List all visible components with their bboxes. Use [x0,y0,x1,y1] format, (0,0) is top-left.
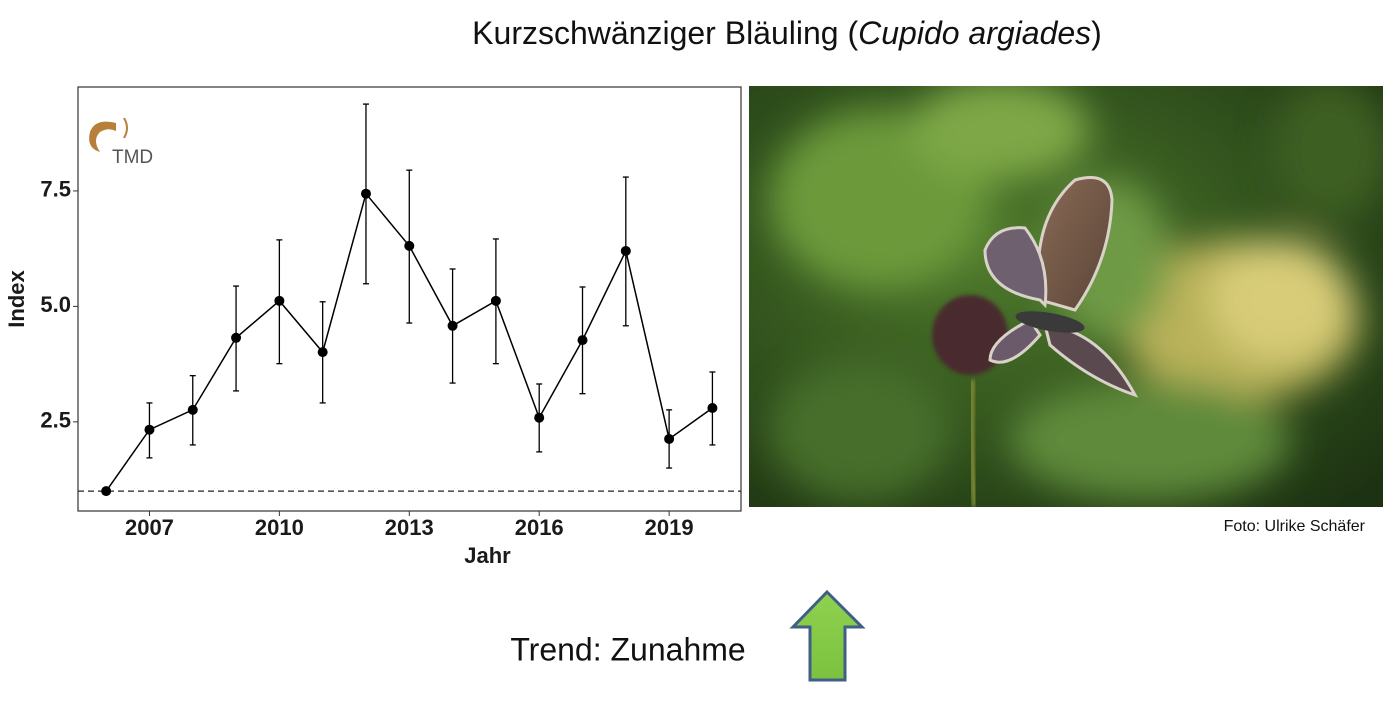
point [664,433,675,444]
title-scientific: Cupido argiades [858,15,1091,51]
point [101,486,112,497]
point [144,424,155,435]
x-tick-label: 2007 [125,515,174,540]
logo-text: TMD [112,147,153,168]
x-tick-label: 2019 [645,515,694,540]
title-common: Kurzschwänziger Bläuling ( [472,15,858,51]
point [187,404,198,415]
point [447,320,458,331]
x-tick-label: 2010 [255,515,304,540]
point [231,332,242,343]
photo [749,86,1383,507]
x-tick-label: 2016 [515,515,564,540]
point [534,412,545,423]
point [360,188,371,199]
x-axis-title: Jahr [464,543,511,568]
point [404,240,415,251]
logo: TMD [89,117,153,168]
title-close: ) [1091,15,1102,51]
point [620,245,631,256]
point [317,347,328,358]
trend-label: Trend: Zunahme [510,631,745,667]
point [490,295,501,306]
photo-credit: Foto: Ulrike Schäfer [1224,518,1366,535]
y-tick-label: 2.5 [40,408,71,433]
title: Kurzschwänziger Bläuling (Cupido argiade… [472,15,1102,51]
point [577,335,588,346]
trend-arrow [789,589,866,682]
y-tick-label: 7.5 [40,177,71,202]
y-axis-title: Index [4,270,29,328]
point [274,295,285,306]
x-tick-label: 2013 [385,515,434,540]
point [707,403,718,414]
y-tick-label: 5.0 [40,292,71,317]
